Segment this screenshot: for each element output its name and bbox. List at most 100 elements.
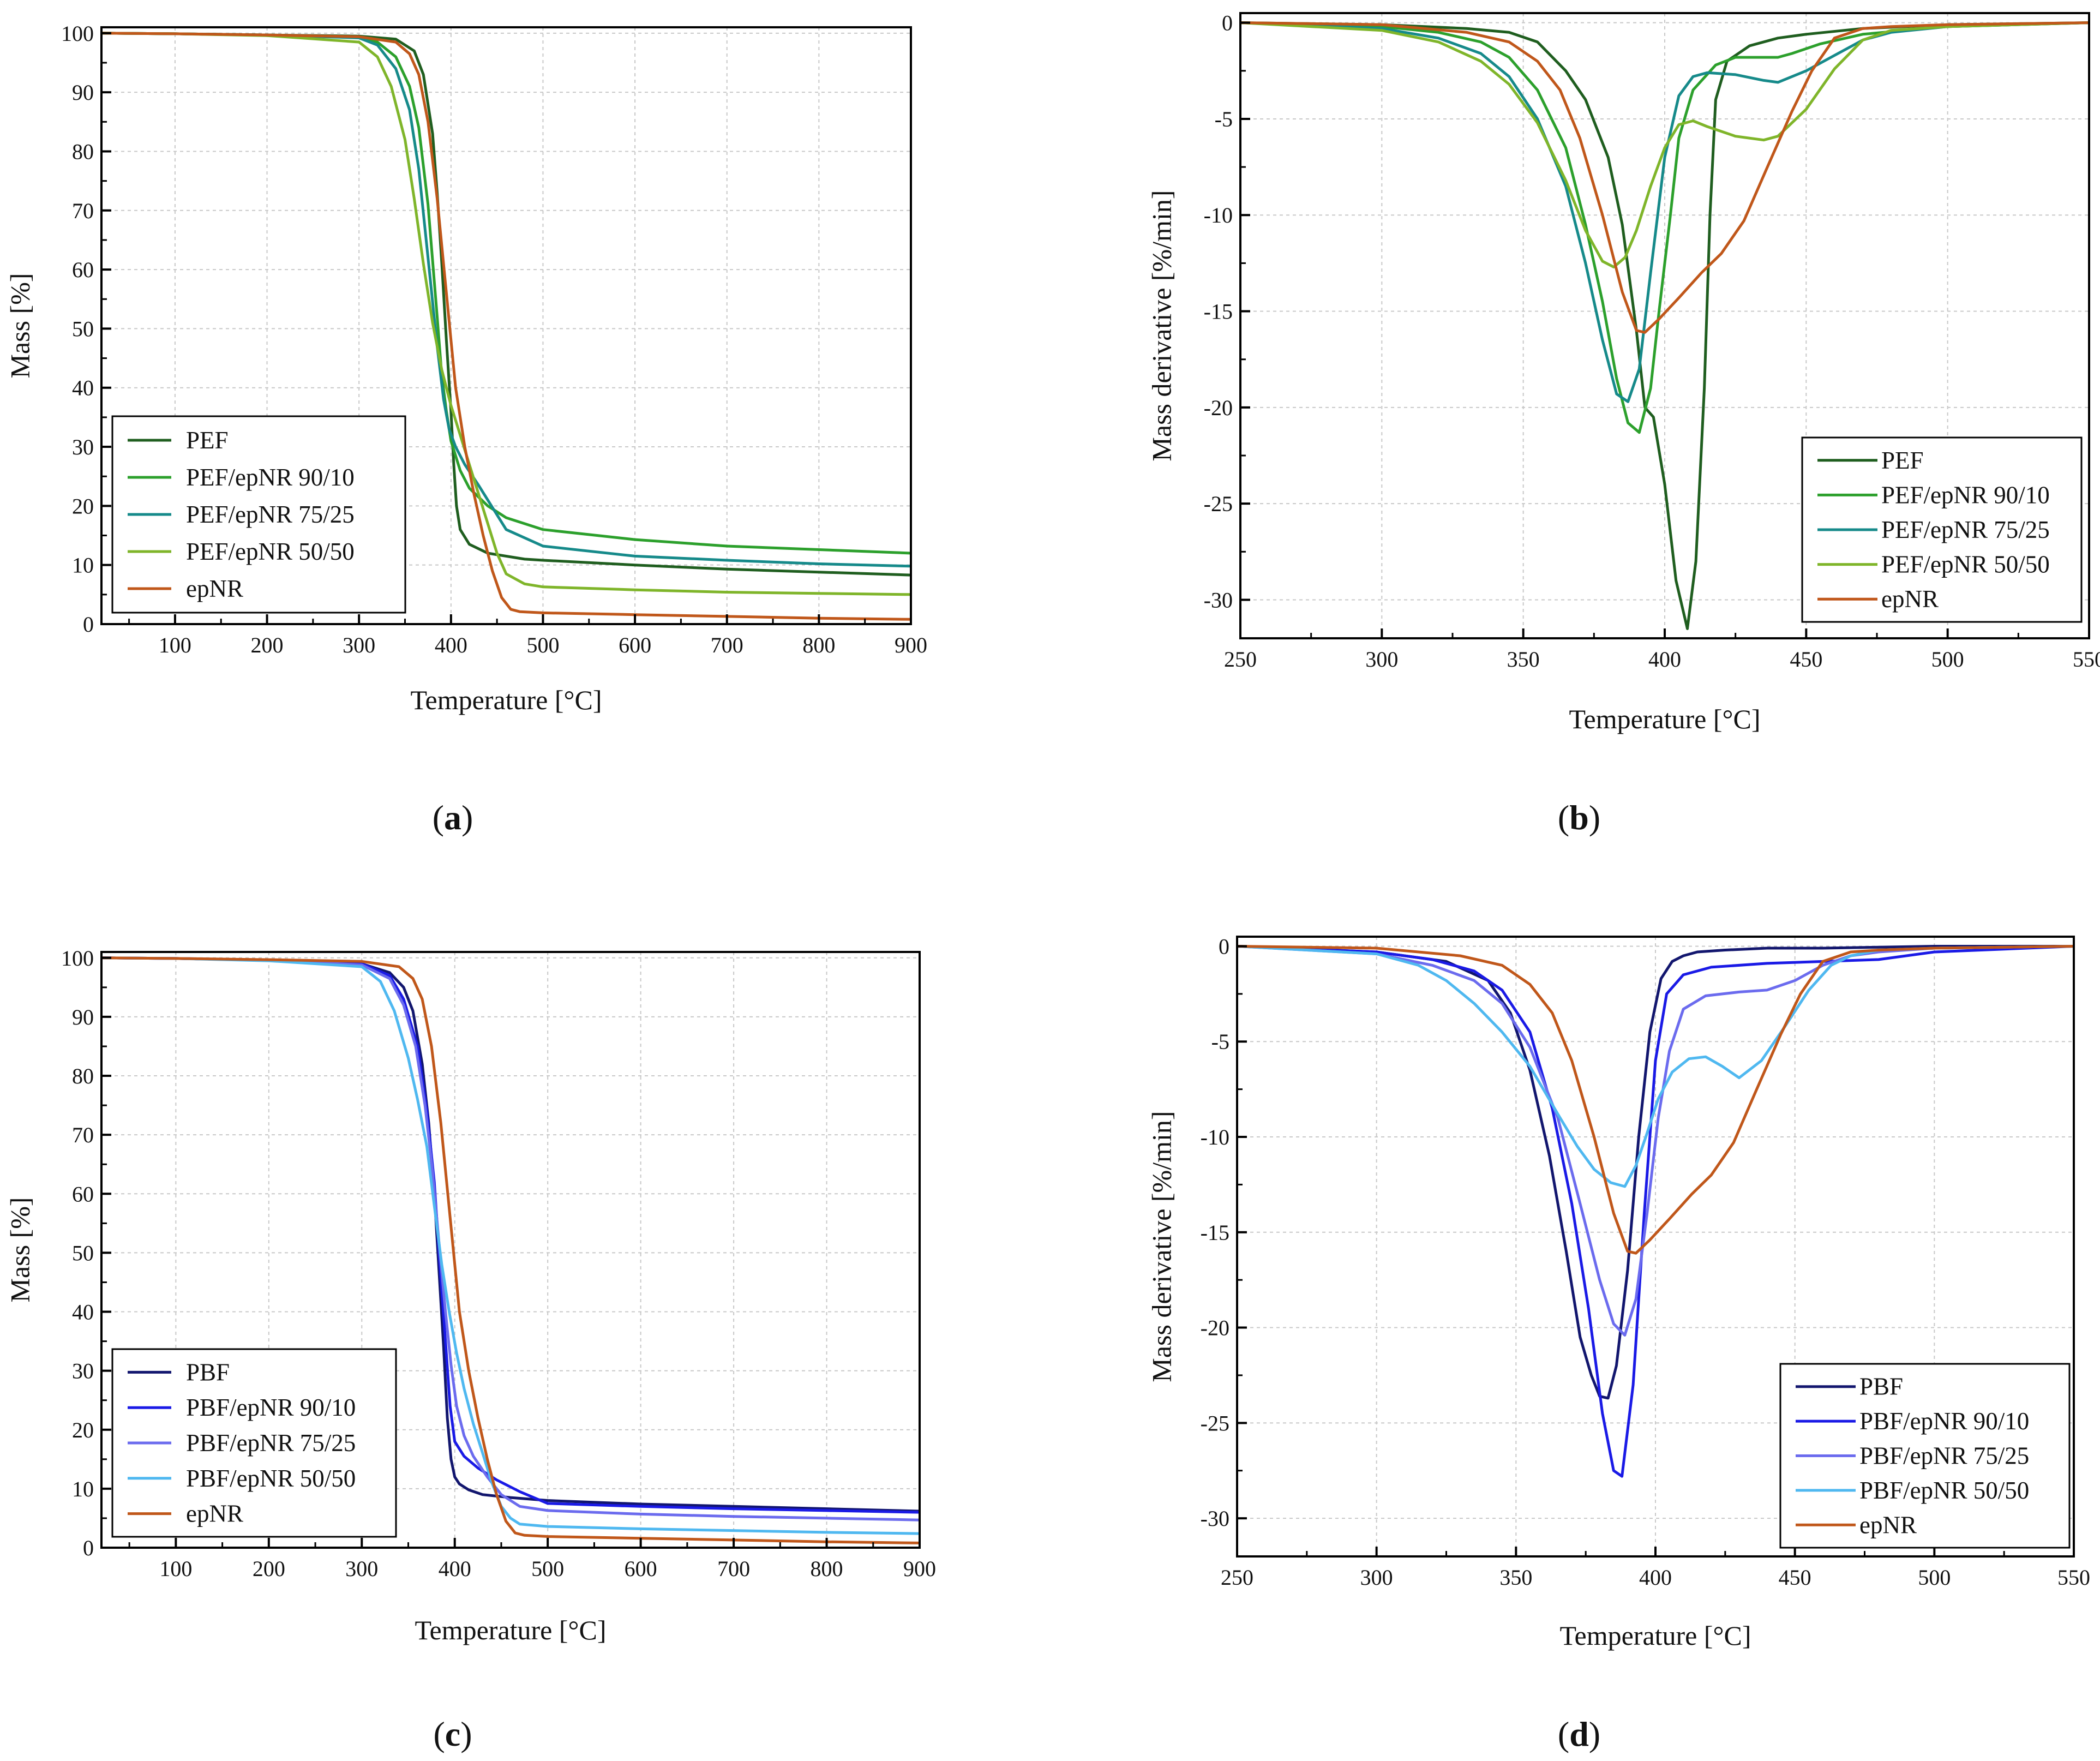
y-tick-label: 80	[72, 139, 94, 164]
x-tick-label: 400	[439, 1556, 471, 1581]
y-tick-label: 0	[83, 1536, 94, 1560]
x-axis-title: Temperature [°C]	[415, 1615, 606, 1645]
y-tick-label: -30	[1201, 1506, 1229, 1531]
x-tick-label: 200	[251, 633, 284, 657]
x-tick-label: 450	[1779, 1565, 1811, 1590]
panel-b: 250 300 350 400 450 500 550-30-25-20-15-10-50 …	[1146, 11, 2100, 837]
legend-label: epNR	[186, 575, 243, 602]
x-tick-label: 500	[1918, 1565, 1951, 1590]
y-tick-label: -20	[1204, 396, 1233, 420]
x-tick-label: 800	[802, 633, 835, 657]
y-tick-label: 80	[72, 1064, 94, 1088]
x-tick-label: 400	[1639, 1565, 1672, 1590]
legend: PEF PEF/epNR 90/10 PEF/epNR 75/25 PEF/epNR …	[1801, 436, 2083, 623]
y-tick-label: -25	[1204, 492, 1233, 516]
legend-label: PEF/epNR 50/50	[1881, 551, 2050, 578]
legend-label: PBF/epNR 75/25	[1859, 1442, 2029, 1470]
y-tick-label: 90	[72, 80, 94, 105]
legend-label: epNR	[1859, 1511, 1917, 1538]
legend-label: PEF	[1881, 447, 1924, 474]
legend-label: PEF/epNR 75/25	[186, 501, 355, 528]
x-tick-label: 300	[343, 633, 375, 657]
x-tick-label: 400	[1648, 647, 1681, 672]
y-tick-label: 100	[61, 21, 94, 46]
series-line	[1237, 945, 2074, 1188]
series-line	[101, 956, 920, 1522]
y-tick-label: 90	[72, 1005, 94, 1029]
panel-c: 100 200 300 400 500 600 700 800 900 0 10 20 30 40 50 60…	[4, 946, 936, 1753]
grid	[101, 952, 920, 1548]
y-axis-title: Mass [%]	[4, 1197, 35, 1302]
x-tick-label: 500	[526, 633, 559, 657]
ticks: 100 200 300 400 500 600 700 800 900 0 10 20 30 40 50 60…	[61, 21, 927, 657]
series-layer	[1240, 21, 2089, 630]
x-tick-label: 700	[717, 1556, 750, 1581]
y-tick-label: -30	[1204, 588, 1233, 612]
x-tick-label: 800	[811, 1556, 843, 1581]
series-line	[101, 32, 911, 568]
y-tick-label: -15	[1204, 300, 1233, 324]
legend-label: PEF/epNR 75/25	[1881, 516, 2050, 543]
series-line	[101, 32, 911, 596]
ticks: 250 300 350 400 450 500 550 -30 -25 -20 -15 -10 -5 0	[1201, 934, 2090, 1590]
series-line	[1237, 945, 2074, 1478]
y-tick-label: -5	[1211, 1029, 1229, 1054]
legend-label: epNR	[186, 1500, 243, 1528]
series-line	[101, 956, 920, 1514]
y-tick-label: 30	[72, 435, 94, 459]
series-line	[1240, 21, 2089, 268]
x-tick-label: 350	[1507, 647, 1540, 672]
x-tick-label: 300	[1360, 1565, 1393, 1590]
y-tick-label: 10	[72, 1477, 94, 1501]
y-tick-label: 60	[72, 257, 94, 282]
y-tick-label: 50	[72, 1241, 94, 1265]
series-line	[101, 956, 920, 1535]
x-tick-label: 250	[1221, 1565, 1253, 1590]
y-axis-title: Mass [%]	[4, 273, 35, 378]
legend-label: PEF/epNR 90/10	[186, 464, 355, 491]
x-axis-title: Temperature [°C]	[410, 685, 602, 715]
y-tick-label: 60	[72, 1182, 94, 1206]
legend-label: PBF	[186, 1358, 230, 1386]
series-line	[101, 32, 911, 577]
legend-label: PBF/epNR 50/50	[186, 1465, 356, 1492]
y-tick-label: 70	[72, 199, 94, 223]
panel-label-c: (c)	[433, 1715, 472, 1753]
legend-label: PBF/epNR 50/50	[1859, 1477, 2029, 1504]
y-axis-title: Mass derivative [%/min]	[1146, 1111, 1177, 1382]
series-layer	[101, 32, 911, 621]
x-tick-label: 500	[531, 1556, 564, 1581]
legend-label: PBF/epNR 75/25	[186, 1429, 356, 1457]
legend-label: epNR	[1881, 585, 1939, 613]
series-line	[1237, 945, 2074, 1255]
legend-label: PBF/epNR 90/10	[1859, 1407, 2029, 1435]
x-axis-title: Temperature [°C]	[1559, 1620, 1751, 1651]
x-tick-label: 550	[2073, 647, 2100, 672]
series-line	[1240, 21, 2089, 630]
y-tick-label: -5	[1215, 107, 1233, 131]
y-tick-label: 70	[72, 1123, 94, 1147]
x-tick-label: 250	[1224, 647, 1257, 672]
y-tick-label: 40	[72, 376, 94, 400]
y-tick-label: 30	[72, 1359, 94, 1383]
y-tick-label: 0	[1222, 11, 1233, 35]
series-line	[1240, 21, 2089, 334]
series-line	[1237, 945, 2074, 1400]
series-line	[101, 32, 911, 621]
series-line	[101, 956, 920, 1544]
x-tick-label: 200	[253, 1556, 285, 1581]
panel-label-d: (d)	[1558, 1715, 1600, 1753]
panel-d: 250 300 350 400 450 500 550-30-25-20-15-10-50 …	[1146, 934, 2090, 1753]
series-line	[1237, 945, 2074, 1337]
series-line	[101, 956, 920, 1513]
x-tick-label: 100	[159, 633, 191, 657]
ticks: 100 200 300 400 500 600 700 800 900 0 10 20 30 40 50 60…	[61, 946, 936, 1581]
x-tick-label: 300	[1365, 647, 1398, 672]
plot-frame	[100, 26, 912, 625]
x-tick-label: 600	[619, 633, 651, 657]
panel-label-a: (a)	[433, 798, 473, 837]
panel-a: 100 200 300 400 500 600 700 800 900 0 10 20 30 40 50 60…	[4, 21, 927, 837]
plot-frame	[100, 951, 921, 1549]
x-tick-label: 300	[345, 1556, 378, 1581]
